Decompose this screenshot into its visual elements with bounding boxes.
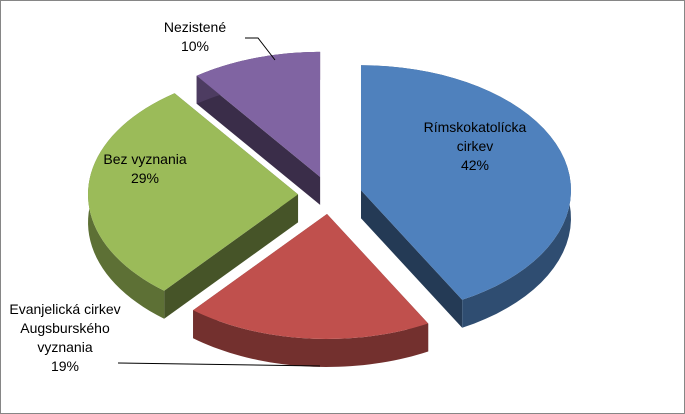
slice [196,51,321,205]
label-box: Rímskokatolícka cirkev 42% [410,118,540,175]
leader-line [245,37,276,61]
category-label: Nezistené [163,19,227,35]
category-label: Evanjelická cirkev Augsburského vyznania [9,301,121,355]
slice-top [360,65,571,300]
data-label: Rímskokatolícka cirkev 42% [410,118,540,175]
value-label: 10% [180,38,210,54]
label-box: Bez vyznania 29% [80,150,210,188]
slice-side [193,310,429,367]
value-label: 29% [130,170,160,186]
label-box: Nezistené 10% [140,18,250,56]
slice-wall [196,75,321,205]
data-label: Nezistené 10% [140,18,250,56]
slice [193,213,429,367]
slice-top [193,213,429,339]
value-label: 42% [460,157,490,173]
data-label: Evanjelická cirkev Augsburského vyznania… [5,300,125,376]
slice-top [196,51,321,177]
category-label: Bez vyznania [103,151,187,167]
leader-line [117,362,321,367]
data-label: Bez vyznania 29% [80,150,210,188]
value-label: 19% [50,358,80,374]
slice-top [88,93,299,291]
slice-wall [360,190,463,328]
slice [88,93,299,319]
slice-wall [164,194,299,319]
category-label: Rímskokatolícka cirkev [423,119,527,154]
label-box: Evanjelická cirkev Augsburského vyznania… [5,300,125,376]
slice [360,65,571,328]
